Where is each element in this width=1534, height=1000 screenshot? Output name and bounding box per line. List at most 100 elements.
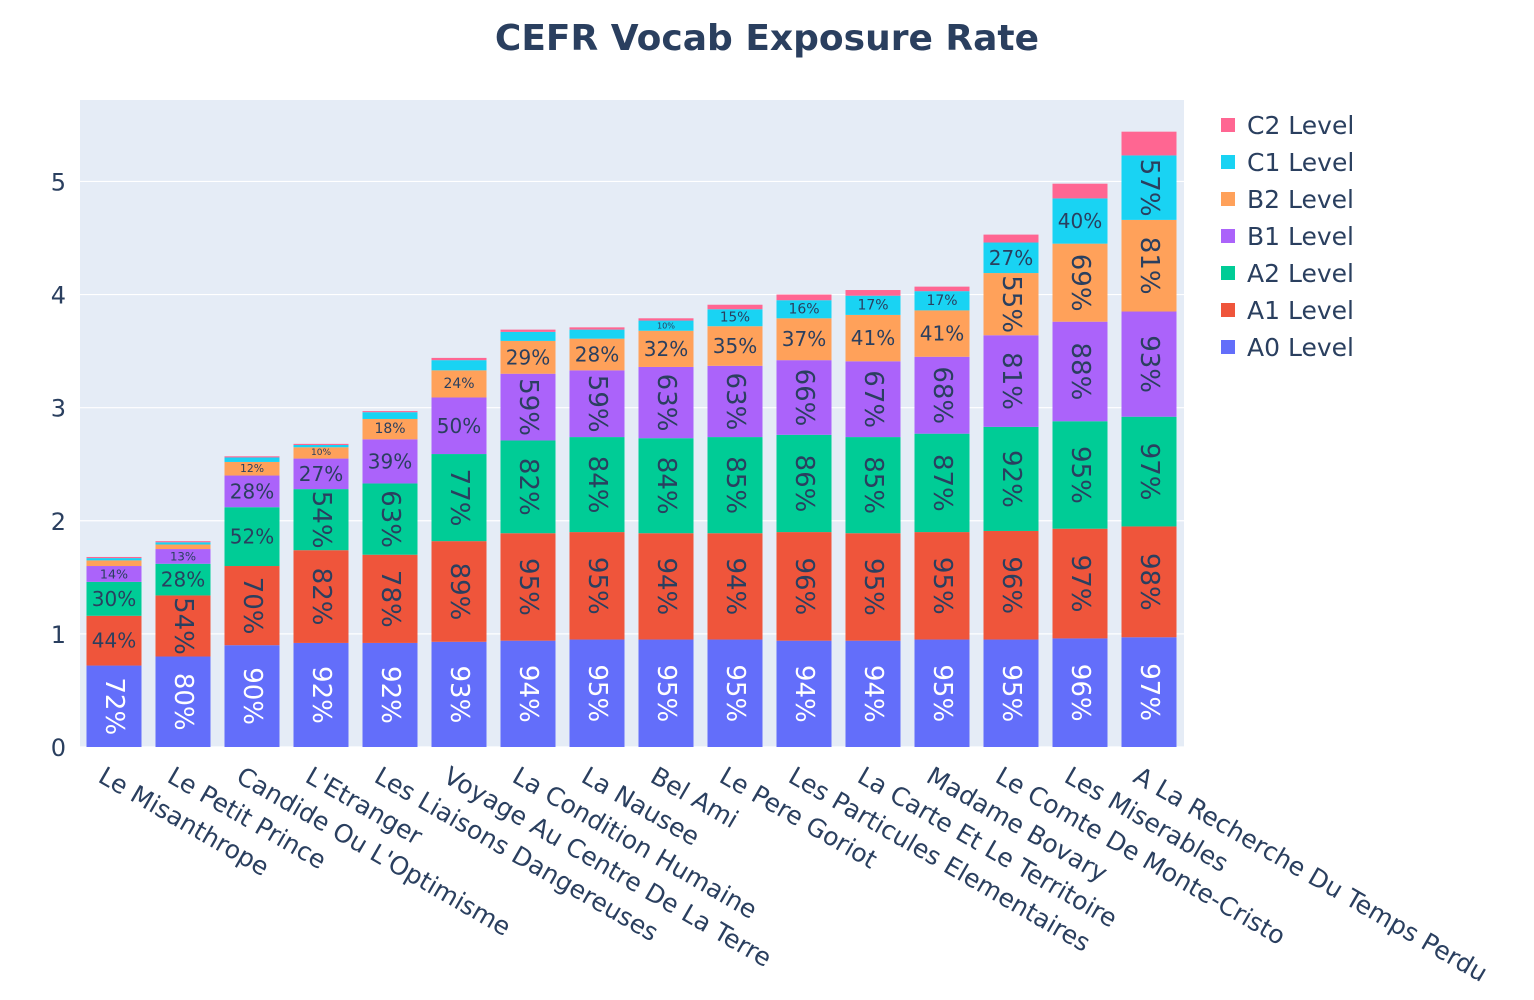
bar-label-a0-level-a-la-recherche-du-temps-perdu: 97% <box>1134 663 1164 721</box>
legend-label: A2 Level <box>1247 259 1354 288</box>
bar-label-a1-level-les-liaisons-dangereuses: 78% <box>375 570 405 628</box>
y-tick-label: 1 <box>51 621 66 649</box>
bar-c2-level-bel-ami <box>638 318 694 321</box>
bar-a1-level-voyage-au-centre-de-la-terre <box>431 541 487 642</box>
bar-label-b1-level-le-comte-de-monte-cristo: 81% <box>996 352 1026 410</box>
bar-a1-level-les-particules-elementaires <box>776 532 832 641</box>
bar-label-a0-level-le-misanthrope: 72% <box>99 677 129 735</box>
bar-a2-level-candide-ou-l-optimisme <box>224 507 280 567</box>
bar-label-a2-level-bel-ami: 84% <box>651 457 681 515</box>
bar-c1-level-voyage-au-centre-de-la-terre <box>431 360 487 371</box>
bar-label-a2-level-la-carte-et-le-territoire: 85% <box>858 456 888 514</box>
bar-c1-level-madame-bovary <box>914 291 970 311</box>
bar-label-b2-level-bel-ami: 32% <box>644 337 688 361</box>
bar-b1-level-le-pere-goriot <box>707 365 763 438</box>
bar-label-b2-level-le-pere-goriot: 35% <box>713 334 757 358</box>
bar-c1-level-le-misanthrope <box>86 558 142 561</box>
bar-label-a0-level-l-etranger: 92% <box>306 666 336 724</box>
bar-label-b1-level-le-misanthrope: 14% <box>100 566 128 581</box>
bar-label-a0-level-les-miserables: 96% <box>1065 664 1095 722</box>
bar-label-a1-level-le-pere-goriot: 94% <box>720 557 750 615</box>
bar-a1-level-madame-bovary <box>914 532 970 640</box>
bar-label-a0-level-madame-bovary: 95% <box>927 664 957 722</box>
bar-a2-level-madame-bovary <box>914 433 970 533</box>
bar-label-b1-level-la-carte-et-le-territoire: 67% <box>858 370 888 428</box>
bar-label-a2-level-la-condition-humaine: 82% <box>513 458 543 516</box>
bar-c1-level-candide-ou-l-optimisme <box>224 457 280 462</box>
bar-label-c1-level-a-la-recherche-du-temps-perdu: 57% <box>1134 159 1164 217</box>
legend-item-c2-level[interactable]: C2 Level <box>1221 111 1354 140</box>
bar-c2-level-les-liaisons-dangereuses <box>362 411 418 413</box>
bar-a2-level-a-la-recherche-du-temps-perdu <box>1121 416 1177 527</box>
bar-a0-level-la-condition-humaine <box>500 640 556 747</box>
y-tick-label: 3 <box>51 395 66 423</box>
bar-b1-level-les-liaisons-dangereuses <box>362 439 418 484</box>
bar-b2-level-bel-ami <box>638 330 694 367</box>
legend-label: B1 Level <box>1247 222 1354 251</box>
bar-b1-level-la-condition-humaine <box>500 373 556 441</box>
bar-c1-level-la-condition-humaine <box>500 331 556 341</box>
bar-a2-level-les-particules-elementaires <box>776 434 832 533</box>
bar-label-a0-level-la-carte-et-le-territoire: 94% <box>858 665 888 723</box>
legend[interactable]: C2 Level C1 Level B2 Level B1 Level A2 Level… <box>1221 111 1354 362</box>
bar-label-c1-level-les-particules-elementaires: 16% <box>788 301 819 317</box>
bar-b2-level-les-particules-elementaires <box>776 318 832 361</box>
legend-swatch <box>1221 303 1235 317</box>
bar-label-a1-level-le-petit-prince: 54% <box>168 597 198 655</box>
bar-label-b2-level-la-condition-humaine: 29% <box>506 345 550 369</box>
bar-label-c1-level-le-pere-goriot: 15% <box>720 310 750 326</box>
bar-label-a0-level-candide-ou-l-optimisme: 90% <box>237 667 267 725</box>
bar-label-c1-level-le-comte-de-monte-cristo: 27% <box>989 246 1033 270</box>
bar-b1-level-le-petit-prince <box>155 549 211 564</box>
bar-b1-level-le-comte-de-monte-cristo <box>983 335 1039 427</box>
bar-label-a0-level-le-petit-prince: 80% <box>168 673 198 731</box>
bar-label-a1-level-a-la-recherche-du-temps-perdu: 98% <box>1134 553 1164 611</box>
bar-label-b1-level-voyage-au-centre-de-la-terre: 50% <box>437 414 481 438</box>
bar-label-b1-level-la-condition-humaine: 59% <box>513 378 543 436</box>
bar-a1-level-bel-ami <box>638 533 694 640</box>
bar-label-a1-level-l-etranger: 82% <box>306 568 336 626</box>
legend-item-a2-level[interactable]: A2 Level <box>1221 259 1354 288</box>
legend-item-b2-level[interactable]: B2 Level <box>1221 185 1354 214</box>
legend-swatch <box>1221 266 1235 280</box>
bar-label-a1-level-le-comte-de-monte-cristo: 96% <box>996 556 1026 614</box>
bar-a2-level-les-liaisons-dangereuses <box>362 483 418 555</box>
bar-a0-level-madame-bovary <box>914 639 970 747</box>
bar-a0-level-bel-ami <box>638 639 694 747</box>
legend-item-b1-level[interactable]: B1 Level <box>1221 222 1354 251</box>
bar-b2-level-le-petit-prince <box>155 544 211 550</box>
bar-b1-level-les-miserables <box>1052 321 1108 422</box>
bar-label-b1-level-la-nausee: 59% <box>582 375 612 433</box>
bar-c1-level-les-liaisons-dangereuses <box>362 412 418 419</box>
bar-b1-level-la-carte-et-le-territoire <box>845 361 901 438</box>
bar-c2-level-le-petit-prince <box>155 541 211 543</box>
bar-c2-level-le-pere-goriot <box>707 304 763 310</box>
bar-label-c1-level-la-carte-et-le-territoire: 17% <box>857 297 888 313</box>
bar-a1-level-a-la-recherche-du-temps-perdu <box>1121 526 1177 638</box>
bar-label-a2-level-candide-ou-l-optimisme: 52% <box>230 525 274 549</box>
bar-b2-level-madame-bovary <box>914 310 970 357</box>
y-tick-label: 0 <box>51 734 66 762</box>
bars <box>86 131 1177 747</box>
legend-item-a1-level[interactable]: A1 Level <box>1221 296 1354 325</box>
legend-item-c1-level[interactable]: C1 Level <box>1221 148 1354 177</box>
bar-a0-level-le-comte-de-monte-cristo <box>983 639 1039 747</box>
bar-label-c1-level-madame-bovary: 17% <box>926 293 957 309</box>
bar-label-b2-level-les-liaisons-dangereuses: 18% <box>374 421 405 437</box>
y-tick-label: 2 <box>51 508 66 536</box>
bar-a2-level-l-etranger <box>293 489 349 551</box>
y-tick-label: 4 <box>51 282 66 310</box>
legend-label: A0 Level <box>1247 333 1354 362</box>
bar-label-a2-level-les-miserables: 95% <box>1065 446 1095 504</box>
legend-item-a0-level[interactable]: A0 Level <box>1221 333 1354 362</box>
bar-b1-level-candide-ou-l-optimisme <box>224 475 280 508</box>
bar-a1-level-candide-ou-l-optimisme <box>224 566 280 646</box>
y-tick-label: 5 <box>51 168 66 196</box>
bar-c1-level-le-pere-goriot <box>707 309 763 327</box>
bar-c2-level-les-particules-elementaires <box>776 294 832 301</box>
bar-b2-level-la-carte-et-le-territoire <box>845 314 901 362</box>
bar-a2-level-le-petit-prince <box>155 563 211 596</box>
bar-a2-level-la-condition-humaine <box>500 440 556 534</box>
